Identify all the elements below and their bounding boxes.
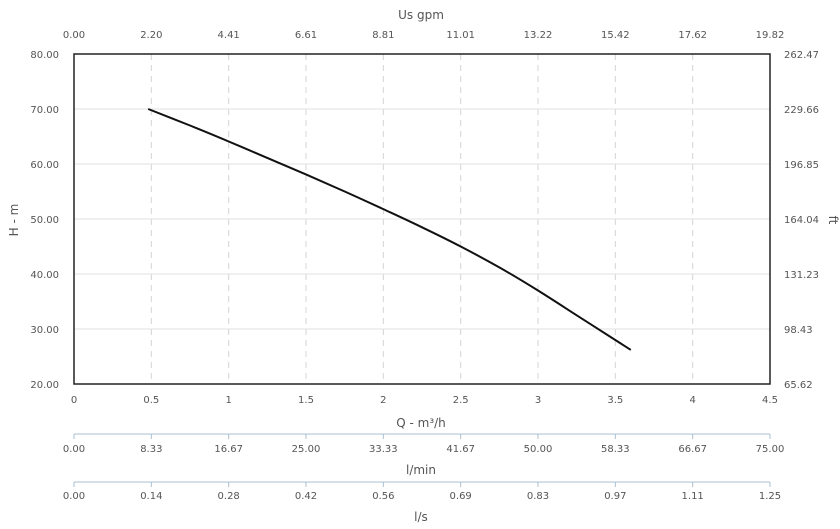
top-tick-label: 15.42 — [601, 30, 630, 41]
extra-axes: 0.00 8.33 16.67 25.00 33.33 41.67 50.00 58.33 66… — [63, 433, 785, 502]
top-tick-label: 4.41 — [218, 30, 240, 41]
ls-axis-tick-label: 0.14 — [140, 491, 162, 502]
ls-axis-title: l/s — [414, 510, 428, 524]
lmin-axis-tick-label: 58.33 — [601, 444, 630, 455]
x-tick-label: 4 — [689, 395, 695, 406]
right-axis-title: ft — [826, 216, 840, 225]
y-tick-label: 80.00 — [30, 50, 59, 61]
right-tick-label: 131.23 — [784, 270, 819, 281]
lmin-axis-tick-label: 8.33 — [140, 444, 162, 455]
ls-axis-tick-label: 0.83 — [527, 491, 549, 502]
lmin-axis-tick-label: 0.00 — [63, 444, 85, 455]
x-tick-label: 0 — [71, 395, 77, 406]
right-tick-label: 98.43 — [784, 325, 813, 336]
x-tick-label: 1.5 — [298, 395, 314, 406]
right-tick-label: 196.85 — [784, 160, 819, 171]
ls-axis-tick-label: 0.56 — [372, 491, 394, 502]
ls-axis-tick-label: 0.97 — [604, 491, 626, 502]
y-tick-label: 30.00 — [30, 325, 59, 336]
top-tick-label: 19.82 — [756, 30, 785, 41]
lmin-axis-title: l/min — [406, 463, 436, 477]
x-tick-label: 2 — [380, 395, 386, 406]
lmin-axis-tick-label: 25.00 — [292, 444, 321, 455]
x-tick-label: 1 — [225, 395, 231, 406]
tick-labels: 0 0.00 0.5 2.20 1 4.41 1.5 6.61 2 8.81 2.5 11.01 3 13… — [30, 30, 819, 406]
y-tick-label: 50.00 — [30, 215, 59, 226]
top-tick-label: 13.22 — [524, 30, 553, 41]
x-tick-label: 4.5 — [762, 395, 778, 406]
x-tick-label: 0.5 — [143, 395, 159, 406]
lmin-axis-tick-label: 50.00 — [524, 444, 553, 455]
x-tick-label: 3 — [535, 395, 541, 406]
ls-axis-tick-label: 0.00 — [63, 491, 85, 502]
ls-axis-tick-label: 0.69 — [450, 491, 472, 502]
top-tick-label: 17.62 — [678, 30, 707, 41]
y-tick-label: 20.00 — [30, 380, 59, 391]
ls-axis-tick-label: 0.28 — [218, 491, 240, 502]
lmin-axis-tick-label: 16.67 — [214, 444, 243, 455]
top-tick-label: 0.00 — [63, 30, 85, 41]
ls-axis-tick-label: 1.11 — [682, 491, 704, 502]
lmin-axis-tick-label: 41.67 — [446, 444, 475, 455]
right-tick-label: 65.62 — [784, 380, 813, 391]
top-tick-label: 6.61 — [295, 30, 317, 41]
pump-curve-line — [147, 108, 632, 351]
plot-frame — [73, 53, 771, 385]
top-tick-label: 11.01 — [446, 30, 475, 41]
right-tick-label: 262.47 — [784, 50, 819, 61]
right-tick-label: 229.66 — [784, 105, 819, 116]
x-tick-label: 2.5 — [453, 395, 469, 406]
left-axis-title: H - m — [7, 204, 21, 237]
y-tick-label: 40.00 — [30, 270, 59, 281]
lmin-axis-tick-label: 75.00 — [756, 444, 785, 455]
y-tick-label: 70.00 — [30, 105, 59, 116]
top-tick-label: 8.81 — [372, 30, 394, 41]
y-tick-label: 60.00 — [30, 160, 59, 171]
lmin-axis-tick-label: 66.67 — [678, 444, 707, 455]
ls-axis-tick-label: 1.25 — [759, 491, 781, 502]
top-tick-label: 2.20 — [140, 30, 162, 41]
x-tick-label: 3.5 — [607, 395, 623, 406]
right-tick-label: 164.04 — [784, 215, 819, 226]
lmin-axis-tick-label: 33.33 — [369, 444, 398, 455]
bottom-axis-title: Q - m³/h — [396, 416, 446, 430]
grid-lines — [74, 54, 770, 384]
top-axis-title: Us gpm — [398, 8, 444, 22]
ls-axis-tick-label: 0.42 — [295, 491, 317, 502]
